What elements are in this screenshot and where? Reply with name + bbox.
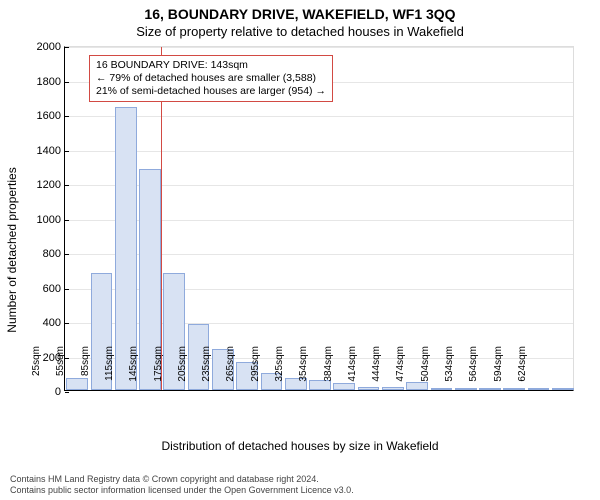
x-tick: 564sqm xyxy=(466,346,479,390)
y-axis-label: Number of detached properties xyxy=(5,100,19,400)
y-tick: 600 xyxy=(43,283,65,295)
x-tick: 295sqm xyxy=(248,346,261,390)
gridline xyxy=(65,116,573,117)
x-tick: 145sqm xyxy=(126,346,139,390)
y-tick: 1600 xyxy=(37,110,65,122)
annotation-line: 16 BOUNDARY DRIVE: 143sqm xyxy=(96,59,326,72)
annotation-line: ← 79% of detached houses are smaller (3,… xyxy=(96,72,326,85)
x-tick: 85sqm xyxy=(78,346,91,390)
gridline xyxy=(65,47,573,48)
plot-area: 020040060080010001200140016001800200025s… xyxy=(64,46,574,391)
y-tick: 1800 xyxy=(37,76,65,88)
y-tick: 400 xyxy=(43,317,65,329)
x-tick: 25sqm xyxy=(29,346,42,390)
x-tick: 235sqm xyxy=(199,346,212,390)
x-tick: 354sqm xyxy=(296,346,309,390)
y-tick: 2000 xyxy=(37,41,65,53)
x-tick: 265sqm xyxy=(223,346,236,390)
x-tick: 205sqm xyxy=(175,346,188,390)
footer-line-2: Contains public sector information licen… xyxy=(10,485,354,496)
x-tick: 624sqm xyxy=(515,346,528,390)
x-tick: 115sqm xyxy=(102,346,115,390)
y-tick: 800 xyxy=(43,248,65,260)
x-tick: 594sqm xyxy=(491,346,504,390)
x-tick: 325sqm xyxy=(272,346,285,390)
gridline xyxy=(65,151,573,152)
x-tick: 55sqm xyxy=(53,346,66,390)
y-tick: 1400 xyxy=(37,145,65,157)
x-tick: 534sqm xyxy=(442,346,455,390)
annotation-box: 16 BOUNDARY DRIVE: 143sqm← 79% of detach… xyxy=(89,55,333,102)
x-axis-label: Distribution of detached houses by size … xyxy=(0,439,600,453)
chart-container: 16, BOUNDARY DRIVE, WAKEFIELD, WF1 3QQ S… xyxy=(0,0,600,500)
chart-title: 16, BOUNDARY DRIVE, WAKEFIELD, WF1 3QQ xyxy=(0,6,600,22)
footer-text: Contains HM Land Registry data © Crown c… xyxy=(10,474,354,496)
y-tick: 1200 xyxy=(37,179,65,191)
chart-subtitle: Size of property relative to detached ho… xyxy=(0,24,600,39)
x-tick: 474sqm xyxy=(393,346,406,390)
x-tick: 504sqm xyxy=(418,346,431,390)
bar xyxy=(552,388,574,390)
footer-line-1: Contains HM Land Registry data © Crown c… xyxy=(10,474,354,485)
y-tick: 1000 xyxy=(37,214,65,226)
annotation-line: 21% of semi-detached houses are larger (… xyxy=(96,85,326,98)
x-tick: 414sqm xyxy=(345,346,358,390)
x-tick: 384sqm xyxy=(321,346,334,390)
bar xyxy=(528,388,550,390)
x-tick: 444sqm xyxy=(369,346,382,390)
